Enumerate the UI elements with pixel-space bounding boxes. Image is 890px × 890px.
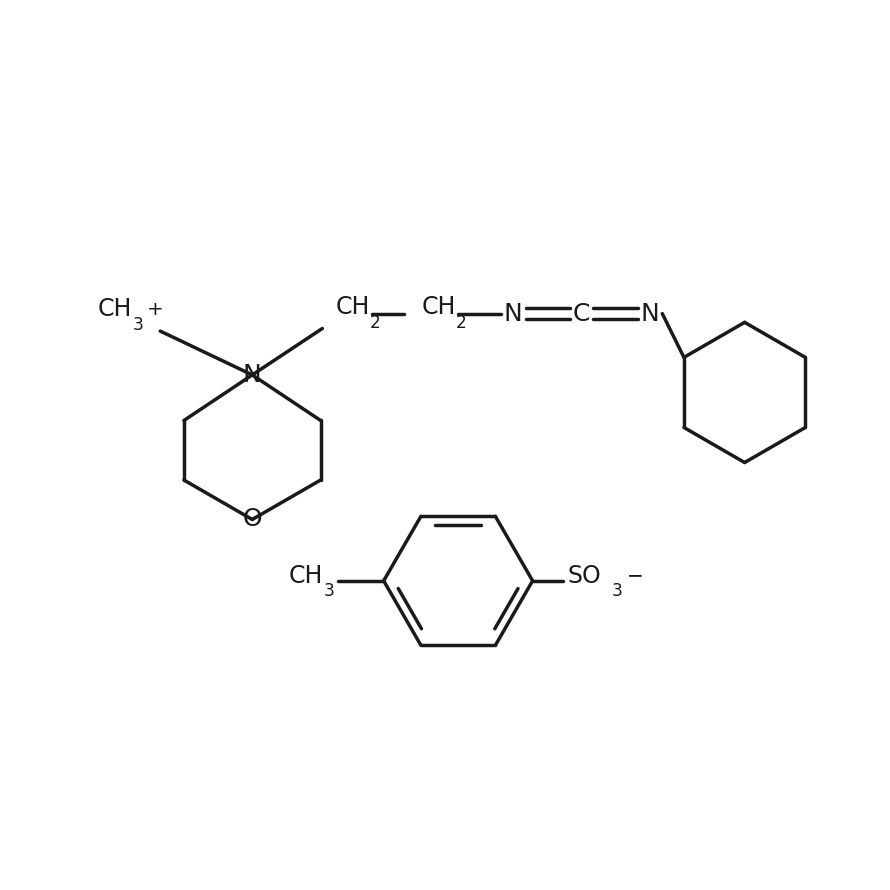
Text: −: − — [627, 566, 644, 585]
Text: SO: SO — [568, 563, 602, 587]
Text: 2: 2 — [369, 314, 381, 332]
Text: +: + — [147, 300, 164, 319]
Text: CH: CH — [421, 295, 456, 320]
Text: 3: 3 — [324, 582, 335, 601]
Text: 3: 3 — [133, 316, 143, 334]
Text: CH: CH — [97, 297, 132, 321]
Text: N: N — [504, 302, 522, 326]
Text: CH: CH — [289, 563, 323, 587]
Text: O: O — [242, 507, 262, 531]
Text: C: C — [573, 302, 590, 326]
Text: N: N — [243, 363, 262, 387]
Text: 3: 3 — [611, 582, 622, 601]
Text: N: N — [641, 302, 659, 326]
Text: 2: 2 — [456, 314, 466, 332]
Text: CH: CH — [336, 295, 370, 320]
